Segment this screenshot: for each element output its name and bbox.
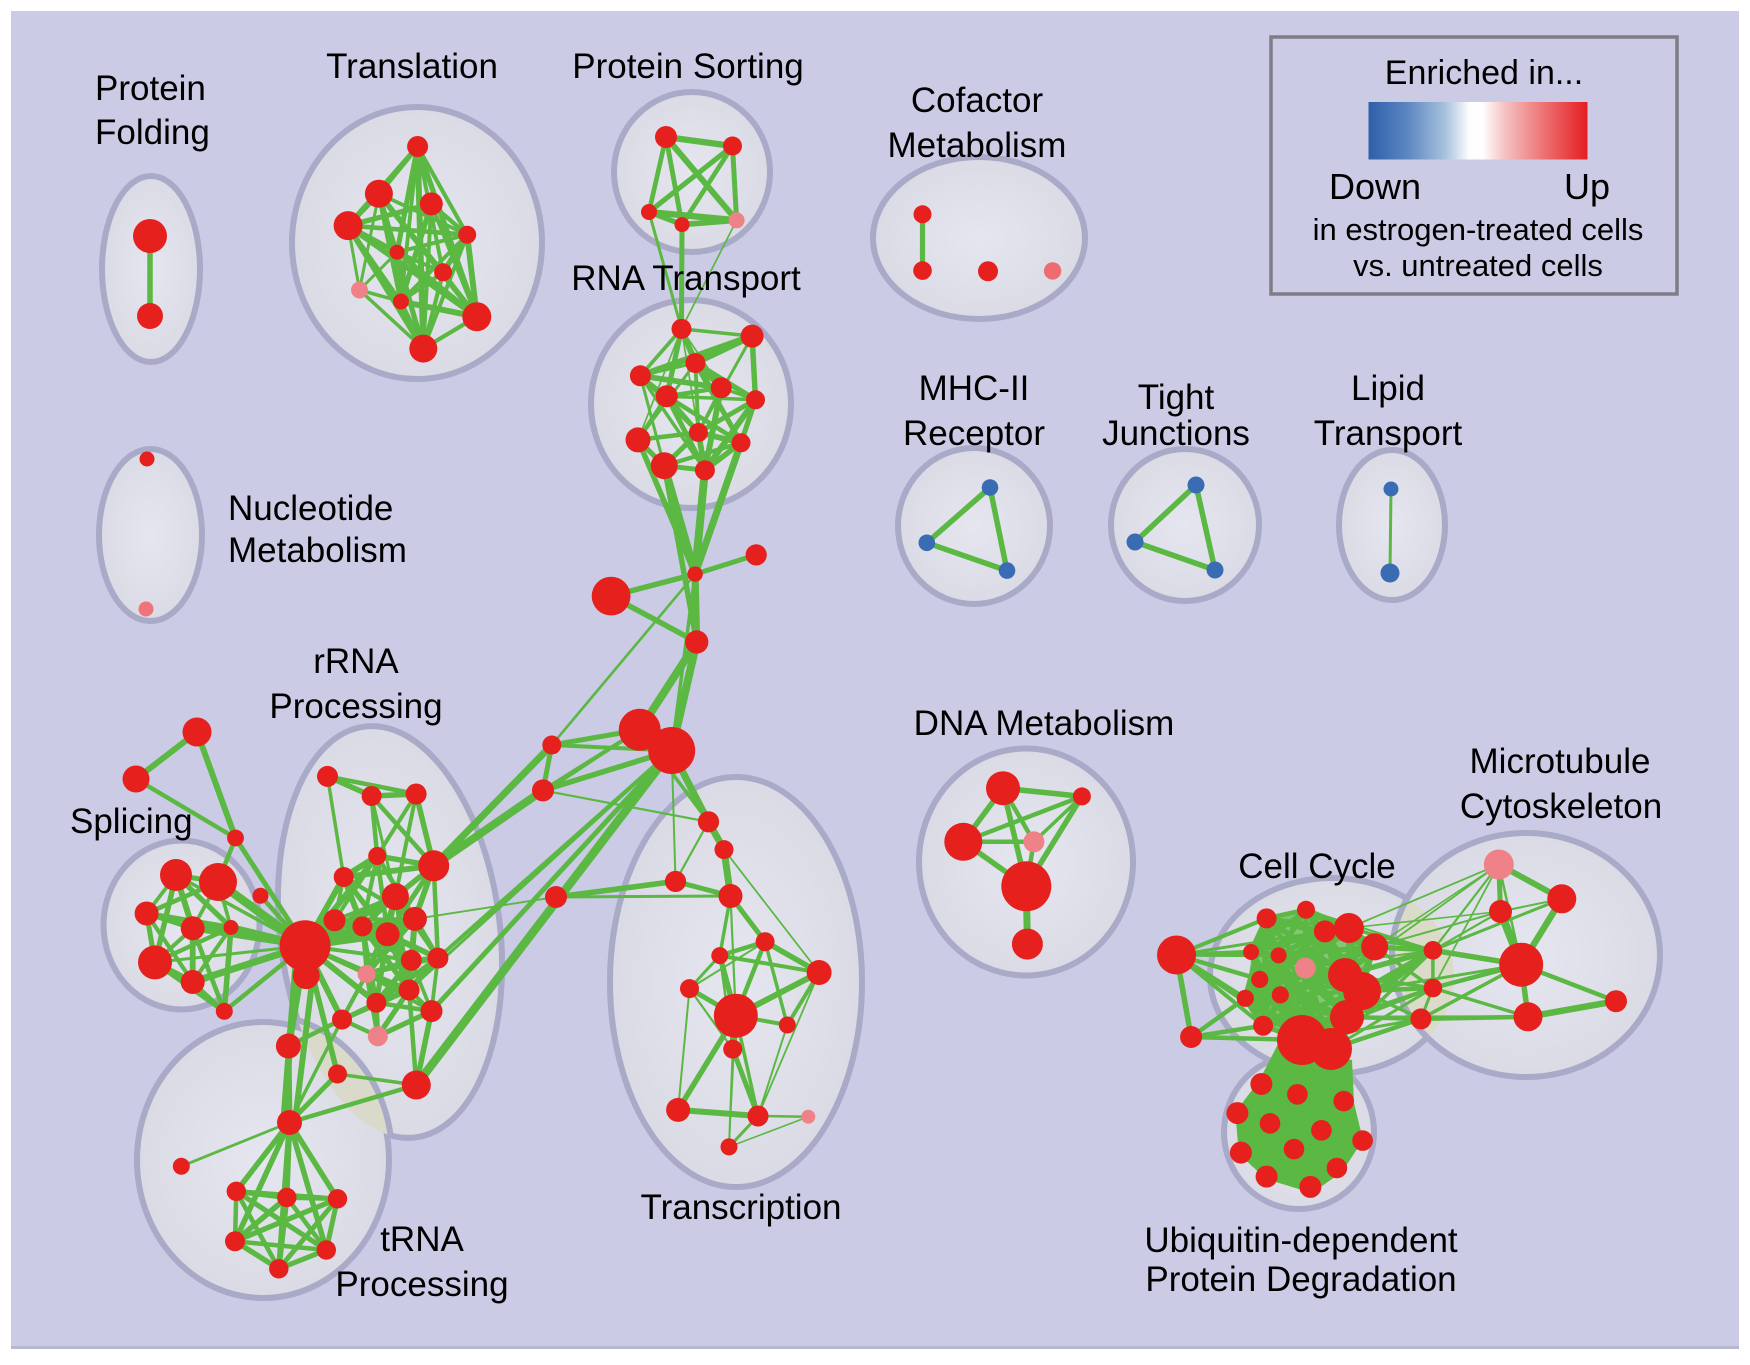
svg-text:Cofactor: Cofactor: [911, 81, 1044, 120]
svg-text:Microtubule: Microtubule: [1470, 742, 1651, 781]
svg-text:Protein Sorting: Protein Sorting: [572, 47, 804, 86]
svg-text:RNA Transport: RNA Transport: [571, 259, 801, 298]
svg-text:Up: Up: [1564, 166, 1610, 207]
svg-text:Tight: Tight: [1138, 378, 1215, 417]
svg-text:rRNA: rRNA: [313, 642, 399, 681]
svg-text:Lipid: Lipid: [1351, 369, 1425, 408]
svg-text:Transcription: Transcription: [641, 1188, 842, 1227]
svg-text:Splicing: Splicing: [70, 802, 193, 841]
svg-text:Cytoskeleton: Cytoskeleton: [1460, 787, 1662, 826]
svg-text:vs. untreated cells: vs. untreated cells: [1353, 248, 1603, 283]
svg-text:Junctions: Junctions: [1102, 414, 1250, 453]
svg-text:Nucleotide: Nucleotide: [228, 489, 393, 528]
svg-text:Cell Cycle: Cell Cycle: [1238, 847, 1396, 886]
svg-text:Enriched in...: Enriched in...: [1385, 54, 1583, 92]
svg-text:Protein Degradation: Protein Degradation: [1145, 1260, 1456, 1299]
svg-text:Transport: Transport: [1314, 414, 1463, 453]
svg-text:Folding: Folding: [95, 113, 210, 152]
svg-text:Protein: Protein: [95, 69, 206, 108]
svg-text:Ubiquitin-dependent: Ubiquitin-dependent: [1144, 1221, 1458, 1260]
svg-text:in estrogen-treated cells: in estrogen-treated cells: [1313, 212, 1644, 247]
svg-text:Metabolism: Metabolism: [228, 531, 407, 570]
svg-text:DNA Metabolism: DNA Metabolism: [914, 704, 1175, 743]
svg-text:Metabolism: Metabolism: [888, 126, 1067, 165]
svg-text:Processing: Processing: [269, 687, 442, 726]
svg-text:Translation: Translation: [326, 47, 498, 86]
svg-text:Down: Down: [1329, 166, 1421, 207]
svg-text:Processing: Processing: [335, 1265, 508, 1304]
svg-text:MHC-II: MHC-II: [919, 369, 1030, 408]
svg-text:tRNA: tRNA: [380, 1220, 464, 1259]
svg-text:Receptor: Receptor: [903, 414, 1045, 453]
